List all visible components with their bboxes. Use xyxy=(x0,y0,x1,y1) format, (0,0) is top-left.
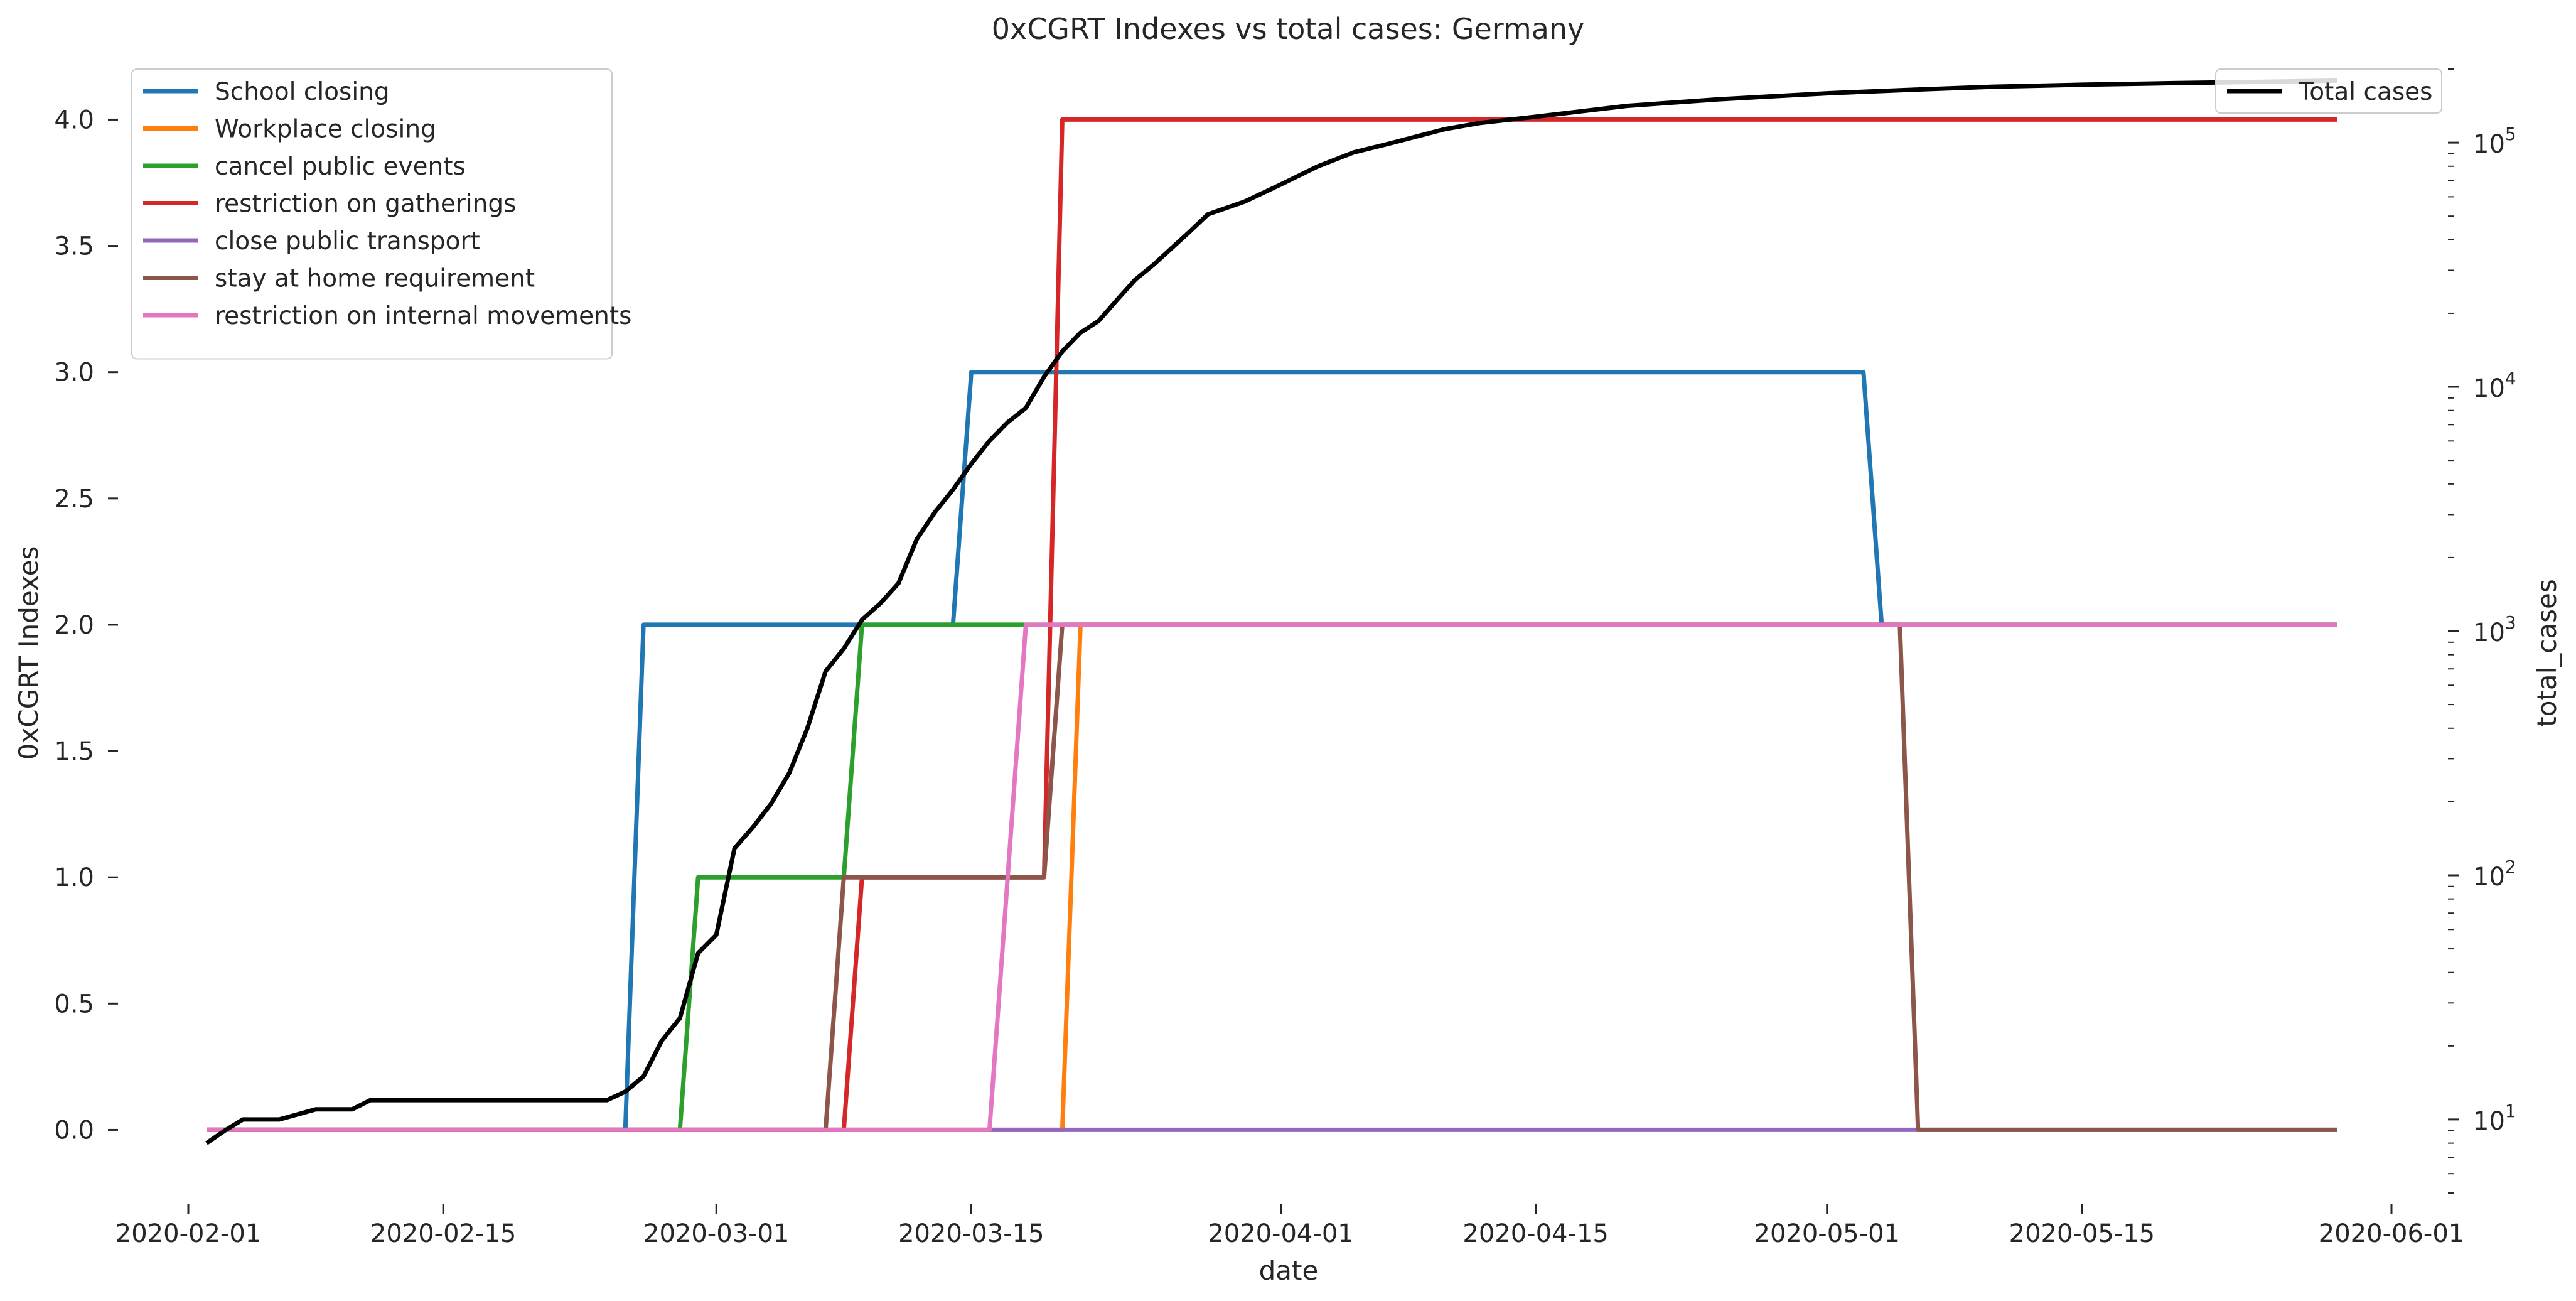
y-tick-label: 0.5 xyxy=(54,990,94,1018)
series-line-6 xyxy=(207,622,2337,1132)
legend-entry: cancel public events xyxy=(215,153,466,181)
y2-tick-label: 104 xyxy=(2473,368,2516,403)
series-line-2 xyxy=(207,622,2337,1132)
x-tick-label: 2020-04-15 xyxy=(1462,1219,1608,1248)
legend-entry: stay at home requirement xyxy=(215,265,535,293)
x-tick-label: 2020-05-01 xyxy=(1754,1219,1900,1248)
series-layer xyxy=(205,78,2337,1145)
x-axis-title: date xyxy=(1259,1255,1319,1286)
x-tick-label: 2020-04-01 xyxy=(1208,1219,1353,1248)
y-axis-ticks: 0.0 0.5 1.0 1.5 2.0 2.5 3.0 3.5 4.0 xyxy=(54,105,118,1145)
x-tick-label: 2020-03-15 xyxy=(898,1219,1044,1248)
y2-axis-ticks: 101 102 103 104 105 xyxy=(2448,68,2516,1194)
y-tick-label: 3.0 xyxy=(54,359,94,387)
legend-entry: Total cases xyxy=(2298,78,2432,106)
y-tick-label: 4.0 xyxy=(54,105,94,134)
x-axis-ticks: 2020-02-01 2020-02-15 2020-03-01 2020-03-15… xyxy=(115,1204,2464,1248)
y-tick-label: 3.5 xyxy=(54,232,94,261)
y-tick-label: 2.0 xyxy=(54,611,94,640)
y-axis-title: 0xCGRT Indexes xyxy=(13,546,44,760)
y-tick-label: 2.5 xyxy=(54,485,94,514)
legend-box-right xyxy=(2215,68,2442,114)
legend-entry: Workplace closing xyxy=(215,116,436,144)
legend-left: School closing Workplace closing cancel pu… xyxy=(131,68,631,360)
y-tick-label: 1.5 xyxy=(54,737,94,766)
chart-title: 0xCGRT Indexes vs total cases: Germany xyxy=(992,12,1585,46)
legend-box xyxy=(131,68,613,360)
y2-tick-label: 103 xyxy=(2473,612,2516,647)
y2-tick-label: 102 xyxy=(2473,856,2516,892)
x-tick-label: 2020-06-01 xyxy=(2319,1219,2464,1248)
x-tick-label: 2020-02-15 xyxy=(370,1219,516,1248)
legend-right: Total cases xyxy=(2215,68,2442,114)
series-line-5 xyxy=(207,622,2337,1132)
y-tick-label: 0.0 xyxy=(54,1116,94,1145)
series-line-0 xyxy=(207,370,2337,1132)
series-line-1 xyxy=(207,622,2337,1132)
legend-entry: restriction on internal movements xyxy=(215,302,631,330)
y2-tick-label: 101 xyxy=(2473,1101,2516,1136)
series-line-7 xyxy=(205,78,2337,1145)
x-tick-label: 2020-02-01 xyxy=(115,1219,261,1248)
x-tick-label: 2020-05-15 xyxy=(2009,1219,2155,1248)
legend-entry: close public transport xyxy=(215,227,480,256)
legend-entry: restriction on gatherings xyxy=(215,190,517,219)
legend-entry: School closing xyxy=(215,78,390,106)
y2-tick-label: 105 xyxy=(2473,124,2516,159)
x-tick-label: 2020-03-01 xyxy=(643,1219,789,1248)
y-tick-label: 1.0 xyxy=(54,863,94,892)
y2-axis-title: total_cases xyxy=(2531,579,2562,726)
